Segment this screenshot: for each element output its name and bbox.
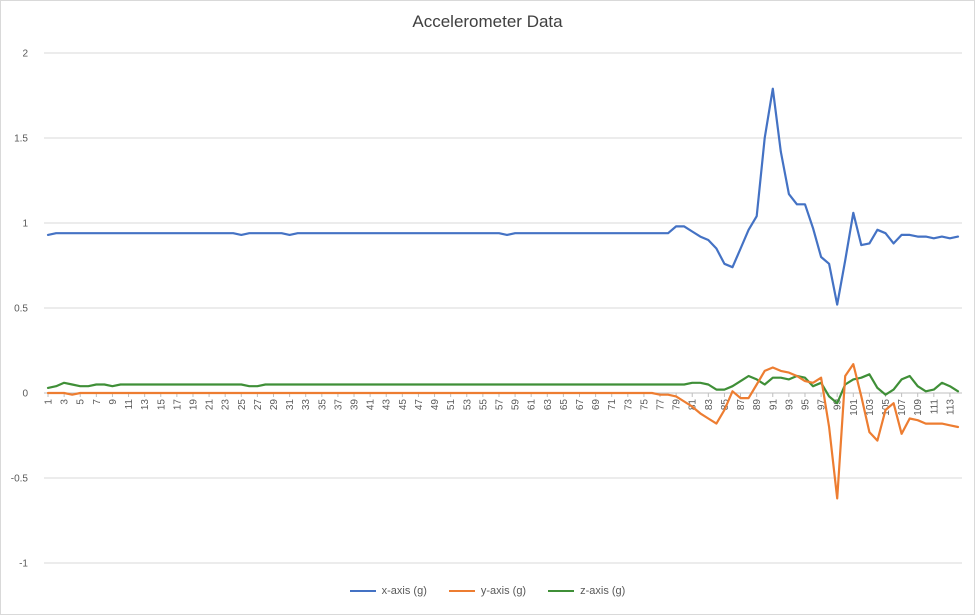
x-tick-label: 29 — [269, 399, 280, 411]
x-tick-label: 45 — [398, 399, 409, 411]
x-tick-label: 75 — [639, 399, 650, 411]
x-tick-label: 21 — [205, 399, 216, 411]
x-tick-label: 43 — [382, 399, 393, 411]
chart-legend: x-axis (g) y-axis (g) z-axis (g) — [0, 585, 975, 597]
x-tick-label: 13 — [140, 399, 151, 411]
x-tick-label: 69 — [591, 399, 602, 411]
x-tick-label: 99 — [833, 399, 844, 411]
x-tick-label: 95 — [800, 399, 811, 411]
legend-item-z[interactable]: z-axis (g) — [548, 585, 625, 597]
x-tick-label: 25 — [237, 399, 248, 411]
x-tick-label: 23 — [221, 399, 232, 411]
x-tick-label: 105 — [881, 399, 892, 416]
x-tick-label: 97 — [817, 399, 828, 411]
y-tick-label: -1 — [19, 559, 28, 570]
x-tick-label: 39 — [350, 399, 361, 411]
legend-item-y[interactable]: y-axis (g) — [448, 585, 527, 597]
x-tick-label: 35 — [317, 399, 328, 411]
x-tick-label: 11 — [124, 399, 135, 410]
x-tick-label: 103 — [865, 399, 876, 416]
x-tick-label: 63 — [543, 399, 554, 411]
x-tick-label: 107 — [897, 399, 908, 416]
x-tick-label: 111 — [929, 399, 940, 415]
x-tick-label: 109 — [913, 399, 924, 416]
x-tick-label: 15 — [156, 399, 167, 411]
x-tick-label: 19 — [188, 399, 199, 411]
y-tick-label: 0.5 — [14, 304, 28, 315]
y-tick-label: 1.5 — [14, 134, 28, 145]
x-tick-label: 71 — [607, 399, 618, 411]
x-tick-label: 31 — [285, 399, 296, 411]
x-tick-label: 83 — [704, 399, 715, 411]
legend-swatch-y — [448, 590, 475, 592]
series-line-z-axis — [46, 373, 960, 405]
x-tick-label: 51 — [446, 399, 457, 411]
x-tick-label: 17 — [172, 399, 183, 411]
legend-swatch-x — [349, 590, 376, 592]
y-tick-label: -0.5 — [11, 474, 29, 485]
x-tick-label: 89 — [752, 399, 763, 411]
x-tick-label: 91 — [768, 399, 779, 411]
x-tick-label: 93 — [784, 399, 795, 411]
legend-label-x: x-axis (g) — [381, 585, 427, 597]
y-tick-label: 1 — [22, 219, 28, 230]
x-tick-label: 41 — [366, 399, 377, 411]
x-tick-label: 7 — [92, 399, 103, 405]
y-tick-label: 2 — [22, 49, 28, 60]
x-tick-label: 5 — [76, 399, 87, 405]
x-tick-label: 67 — [575, 399, 586, 411]
x-tick-label: 85 — [720, 399, 731, 411]
x-tick-label: 27 — [253, 399, 264, 411]
x-tick-label: 59 — [511, 399, 522, 411]
series-line-x-axis — [46, 87, 960, 306]
legend-swatch-z — [548, 590, 575, 592]
x-tick-label: 49 — [430, 399, 441, 411]
x-tick-label: 53 — [462, 399, 473, 411]
x-tick-label: 113 — [945, 399, 956, 415]
y-tick-label: 0 — [22, 389, 28, 400]
x-tick-label: 77 — [656, 399, 667, 411]
legend-label-y: y-axis (g) — [480, 585, 527, 597]
x-tick-label: 3 — [60, 399, 71, 405]
x-tick-label: 101 — [849, 399, 860, 416]
x-tick-label: 65 — [559, 399, 570, 411]
chart-title: Accelerometer Data — [412, 12, 563, 31]
x-tick-label: 55 — [478, 399, 489, 411]
x-tick-label: 57 — [494, 399, 505, 411]
x-tick-label: 81 — [688, 399, 699, 411]
x-tick-label: 61 — [527, 399, 538, 411]
x-tick-label: 47 — [414, 399, 425, 411]
x-tick-label: 73 — [623, 399, 634, 411]
x-tick-label: 9 — [108, 399, 119, 405]
x-tick-label: 33 — [301, 399, 312, 411]
x-tick-label: 37 — [333, 399, 344, 411]
x-tick-label: 1 — [44, 399, 55, 405]
legend-label-z: z-axis (g) — [580, 585, 626, 597]
legend-item-x[interactable]: x-axis (g) — [349, 585, 427, 597]
series-line-y-axis — [46, 363, 960, 500]
x-tick-label: 79 — [672, 399, 683, 411]
x-tick-label: 87 — [736, 399, 747, 411]
